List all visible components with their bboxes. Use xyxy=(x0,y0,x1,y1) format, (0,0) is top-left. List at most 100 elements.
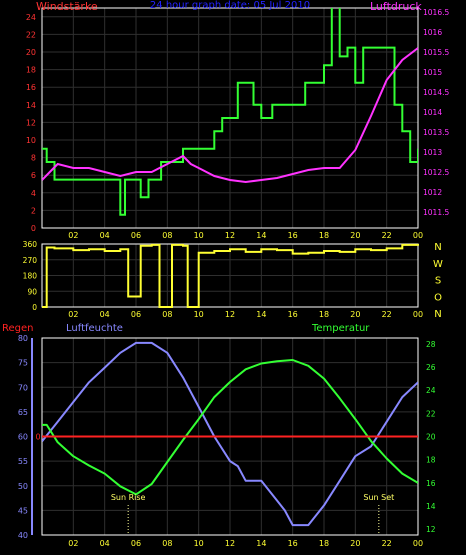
compass-label: O xyxy=(434,292,442,303)
temperature-tick-label: 14 xyxy=(426,502,436,511)
x-tick-label: 08 xyxy=(162,539,172,548)
x-tick-label: 20 xyxy=(350,539,360,548)
x-tick-label: 00 xyxy=(413,539,423,548)
right-axis-tick-label: 1016.5 xyxy=(423,8,449,17)
series-line-temperature xyxy=(42,359,418,496)
right-axis-tick-label: 1016 xyxy=(423,28,442,37)
left-axis-tick-label: 6 xyxy=(31,171,36,180)
x-tick-label: 18 xyxy=(319,231,329,240)
humidity-tick-label: 70 xyxy=(18,383,28,392)
left-axis-tick-label: 10 xyxy=(26,136,36,145)
sun-marker-label: Sun Rise xyxy=(111,493,146,502)
compass-label: S xyxy=(435,276,441,287)
left-axis-tick-label: 2 xyxy=(31,206,36,215)
x-tick-label: 20 xyxy=(350,310,360,319)
temperature-tick-label: 18 xyxy=(426,456,436,465)
compass-label: N xyxy=(434,309,441,320)
x-tick-label: 18 xyxy=(319,539,329,548)
temperature-tick-label: 16 xyxy=(426,479,436,488)
x-tick-label: 16 xyxy=(288,231,298,240)
left-axis-tick-label: 0 xyxy=(31,224,36,233)
x-tick-label: 14 xyxy=(256,310,266,319)
temperature-tick-label: 26 xyxy=(426,363,436,372)
plot-frame xyxy=(41,243,419,308)
left-axis-tick-label: 16 xyxy=(26,83,36,92)
left-axis-tick-label: 14 xyxy=(26,101,36,110)
left-axis-title: Windstärke xyxy=(36,0,98,13)
wind-direction-line xyxy=(42,243,419,308)
temperature-tick-label: 24 xyxy=(426,386,436,395)
x-tick-label: 10 xyxy=(194,231,204,240)
x-tick-label: 22 xyxy=(382,231,392,240)
left-axis-tick-label: 4 xyxy=(31,189,36,198)
right-axis-tick-label: 1012 xyxy=(423,188,442,197)
chart-header: 24 hour graph date: 05 Jul 2010 xyxy=(150,0,310,11)
x-tick-label: 14 xyxy=(256,539,266,548)
right-axis-tick-label: 1011.5 xyxy=(423,208,449,217)
left-axis-tick-label: 12 xyxy=(26,118,36,127)
x-tick-label: 02 xyxy=(68,231,78,240)
climate-chart: 02 04 06 08 10 12 14 16 18 20 22 00 40 45 50 55 60 65 70 75… xyxy=(2,323,436,548)
humidity-tick-label: 50 xyxy=(18,482,28,491)
x-tick-label: 16 xyxy=(288,539,298,548)
x-tick-label: 04 xyxy=(100,231,110,240)
x-tick-label: 00 xyxy=(413,310,423,319)
x-tick-label: 14 xyxy=(256,231,266,240)
left-axis-tick-label: 8 xyxy=(31,154,36,163)
right-axis-tick-label: 1013.5 xyxy=(423,128,449,137)
series-line-right xyxy=(42,47,418,184)
x-tick-label: 10 xyxy=(194,539,204,548)
temperature-tick-label: 22 xyxy=(426,409,436,418)
temperature-tick-label: 20 xyxy=(426,433,436,442)
humidity-axis-title: Luftfeuchte xyxy=(66,323,123,334)
left-axis-tick-label: 24 xyxy=(26,13,36,22)
humidity-tick-label: 40 xyxy=(18,531,28,540)
x-tick-label: 04 xyxy=(100,310,110,319)
x-tick-label: 08 xyxy=(162,310,172,319)
series-layer xyxy=(42,243,419,308)
right-axis-tick-label: 1014 xyxy=(423,108,442,117)
x-tick-label: 12 xyxy=(225,310,235,319)
right-axis-title: Luftdruck xyxy=(370,0,422,13)
series-layer xyxy=(42,8,418,216)
direction-tick-label: 270 xyxy=(23,256,38,265)
left-axis-tick-label: 18 xyxy=(26,66,36,75)
x-tick-label: 06 xyxy=(131,539,141,548)
x-tick-label: 04 xyxy=(100,539,110,548)
x-tick-label: 10 xyxy=(194,310,204,319)
x-tick-label: 12 xyxy=(225,539,235,548)
sun-marker-label: Sun Set xyxy=(363,493,394,502)
x-tick-label: 12 xyxy=(225,231,235,240)
left-axis-tick-label: 20 xyxy=(26,48,36,57)
x-tick-label: 00 xyxy=(413,231,423,240)
series-line-humidity xyxy=(42,341,418,527)
right-axis-tick-label: 1013 xyxy=(423,148,442,157)
right-axis-tick-label: 1015 xyxy=(423,68,442,77)
x-tick-label: 02 xyxy=(68,539,78,548)
x-tick-label: 06 xyxy=(131,231,141,240)
direction-tick-label: 90 xyxy=(27,287,37,296)
x-tick-label: 06 xyxy=(131,310,141,319)
direction-tick-label: 360 xyxy=(23,240,38,249)
humidity-tick-label: 55 xyxy=(18,457,28,466)
compass-label: W xyxy=(433,259,443,270)
x-tick-label: 08 xyxy=(162,231,172,240)
rain-tick-label: 0 xyxy=(35,433,40,442)
series-layer xyxy=(42,341,418,527)
wind-pressure-chart: 02 04 06 08 10 12 14 16 18 20 22 000246810121416182… xyxy=(26,0,450,240)
right-axis-tick-label: 1012.5 xyxy=(423,168,449,177)
rain-axis-title: Regen xyxy=(2,323,34,334)
x-tick-label: 18 xyxy=(319,310,329,319)
direction-tick-label: 0 xyxy=(32,303,37,312)
x-tick-label: 20 xyxy=(350,231,360,240)
temperature-axis-title: Temperatur xyxy=(311,323,370,334)
plot-frame xyxy=(41,7,419,229)
left-axis-tick-label: 22 xyxy=(26,30,36,39)
right-axis-tick-label: 1014.5 xyxy=(423,88,449,97)
x-tick-label: 22 xyxy=(382,539,392,548)
x-tick-label: 22 xyxy=(382,310,392,319)
humidity-tick-label: 75 xyxy=(18,359,28,368)
temperature-tick-label: 12 xyxy=(426,525,436,534)
